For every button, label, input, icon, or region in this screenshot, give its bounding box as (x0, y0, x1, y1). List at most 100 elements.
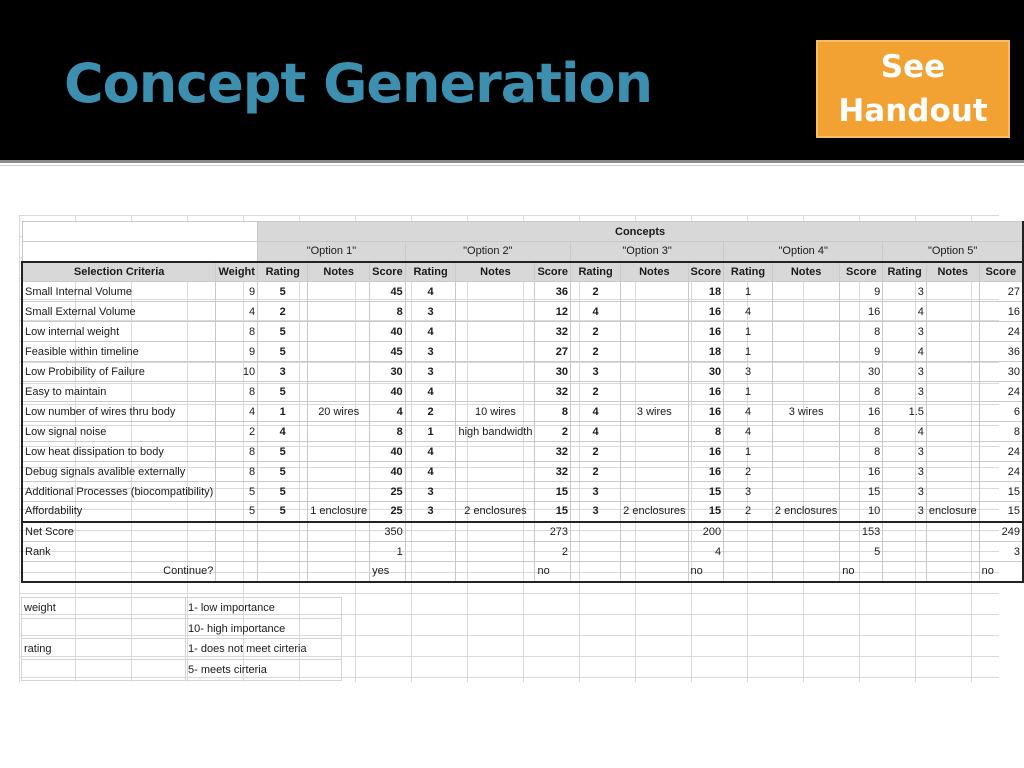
rank-row: Rank 1 2 4 5 3 (21, 541, 1024, 562)
sub-header-score: Score (534, 260, 572, 282)
score-value: 30 (978, 361, 1024, 382)
option-name-header: "Option 1" (257, 241, 406, 262)
rank-value: 4 (687, 541, 725, 562)
score-value: 8 (534, 401, 572, 422)
rating-value: 5 (257, 501, 309, 522)
sub-header-notes: Notes (307, 260, 371, 282)
score-value: 8 (369, 421, 406, 442)
notes-value (925, 441, 980, 462)
blank-cell (307, 561, 371, 583)
rating-value: 2 (570, 321, 622, 342)
notes-value (455, 301, 536, 322)
criteria-header: Selection Criteria (21, 260, 217, 282)
notes-value: 2 enclosures (455, 501, 536, 522)
header-divider-thin (0, 165, 1024, 166)
blank-cell (257, 561, 309, 583)
sub-header-rating: Rating (882, 260, 927, 282)
score-value: 8 (369, 301, 406, 322)
score-value: 27 (534, 341, 572, 362)
rating-value: 4 (882, 301, 927, 322)
blank-cell (771, 541, 841, 562)
option-name-header: "Option 2" (404, 241, 572, 262)
score-value: 45 (369, 281, 406, 302)
rating-value: 2 (257, 301, 309, 322)
rating-value: 5 (257, 441, 309, 462)
rank-label: Rank (21, 541, 217, 562)
score-value: 32 (534, 441, 572, 462)
rating-value: 3 (882, 461, 927, 482)
notes-value (455, 281, 536, 302)
blank-cell (925, 541, 980, 562)
sub-header-rating: Rating (404, 260, 457, 282)
criterion-label: Easy to maintain (21, 381, 217, 402)
score-value: 24 (978, 441, 1024, 462)
notes-value (455, 461, 536, 482)
rating-value: 4 (404, 441, 457, 462)
notes-value (620, 461, 689, 482)
criterion-label: Low signal noise (21, 421, 217, 442)
notes-value (620, 421, 689, 442)
rating-value: 3 (570, 361, 622, 382)
criteria-row: Debug signals avalible externally 8 5 40 4 32… (21, 461, 1024, 482)
score-value: 24 (978, 321, 1024, 342)
rating-value: 4 (723, 401, 773, 422)
notes-value (925, 301, 980, 322)
rating-value: 3 (404, 501, 457, 522)
score-value: 16 (687, 301, 725, 322)
rating-value: 4 (570, 301, 622, 322)
score-value: 32 (534, 321, 572, 342)
notes-value (771, 361, 841, 382)
rating-value: 4 (882, 341, 927, 362)
legend-row: 10- high importance (21, 617, 342, 640)
notes-value (771, 321, 841, 342)
weight-value: 2 (215, 421, 259, 442)
rating-value: 4 (257, 421, 309, 442)
notes-value (455, 441, 536, 462)
rating-value: 1 (723, 341, 773, 362)
notes-value (307, 441, 371, 462)
score-value: 40 (369, 321, 406, 342)
rank-value: 1 (369, 541, 406, 562)
selection-matrix-table: Concepts "Option 1" "Option 2" "Option 3" "O… (21, 221, 1024, 583)
continue-value: no (839, 561, 884, 583)
rating-value: 3 (882, 321, 927, 342)
rank-value: 5 (839, 541, 884, 562)
notes-value (307, 481, 371, 502)
rating-value: 2 (570, 381, 622, 402)
score-value: 15 (978, 501, 1024, 522)
rating-value: 4 (570, 401, 622, 422)
notes-value: high bandwidth (455, 421, 536, 442)
score-value: 16 (839, 461, 884, 482)
legend-description: 10- high importance (185, 617, 342, 640)
blank-cell (620, 561, 689, 583)
score-value: 16 (687, 381, 725, 402)
notes-value (771, 381, 841, 402)
criteria-row: Easy to maintain 8 5 40 4 32 2 16 1 8 3 24 (21, 381, 1024, 402)
criterion-label: Small Internal Volume (21, 281, 217, 302)
blank-cell (570, 541, 622, 562)
score-value: 40 (369, 381, 406, 402)
rating-value: 2 (570, 441, 622, 462)
blank-cell (620, 520, 689, 542)
blank-cell (404, 561, 457, 583)
handout-line-2: Handout (838, 93, 988, 129)
criteria-row: Low number of wires thru body 4 1 20 wires 4… (21, 401, 1024, 422)
rating-value: 2 (723, 501, 773, 522)
net-score-label: Net Score (21, 520, 217, 542)
notes-value (925, 341, 980, 362)
rating-value: 5 (257, 341, 309, 362)
net-score-value: 273 (534, 520, 572, 542)
score-value: 40 (369, 461, 406, 482)
weight-value: 4 (215, 301, 259, 322)
score-value: 8 (839, 441, 884, 462)
blank-cell (21, 221, 259, 242)
notes-value (925, 401, 980, 422)
sub-header-rating: Rating (570, 260, 622, 282)
notes-value: 3 wires (771, 401, 841, 422)
score-value: 15 (978, 481, 1024, 502)
option-name-header: "Option 5" (882, 241, 1024, 262)
criterion-label: Affordability (21, 501, 217, 522)
rating-value: 3 (882, 441, 927, 462)
blank-cell (257, 520, 309, 542)
net-score-row: Net Score 350 273 200 153 249 (21, 520, 1024, 542)
